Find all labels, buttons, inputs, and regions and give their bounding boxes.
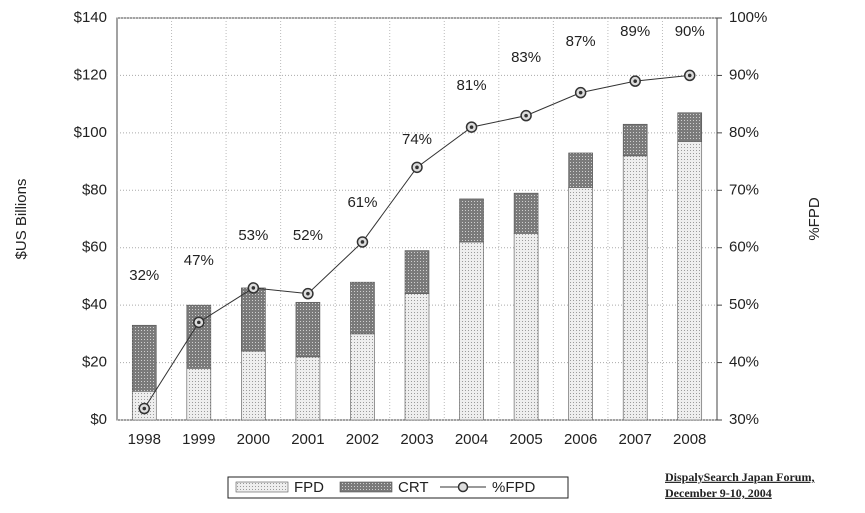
bar-segment	[513, 192, 539, 234]
y2-tick-label: 100%	[729, 9, 767, 26]
y-tick-label: $20	[82, 354, 107, 371]
x-tick-label: 2000	[237, 431, 270, 448]
y2-tick-label: 60%	[729, 239, 759, 256]
bar-segment	[459, 241, 484, 421]
bar-segment	[186, 304, 212, 369]
y-axis-label: $US Billions	[13, 179, 30, 260]
y2-tick-label: 40%	[729, 354, 759, 371]
y-tick-label: $120	[74, 66, 107, 83]
legend-label: CRT	[398, 479, 429, 496]
bar-segment	[568, 152, 593, 188]
point-core	[142, 406, 147, 411]
y-tick-label: $100	[74, 124, 107, 141]
x-tick-label: 2005	[509, 431, 542, 448]
source-line: DispalySearch Japan Forum,	[665, 470, 814, 484]
x-tick-label: 2007	[618, 431, 651, 448]
bar-segment	[677, 112, 703, 142]
bar-segment	[295, 301, 321, 358]
point-core	[415, 165, 419, 170]
bar-segment	[622, 155, 648, 421]
bar-segment	[513, 233, 539, 421]
x-tick-label: 1999	[182, 431, 215, 448]
bar-segment	[404, 293, 430, 421]
data-label: 61%	[347, 194, 377, 211]
point-core	[360, 240, 365, 244]
data-label: 81%	[457, 77, 487, 94]
x-tick-label: 2008	[673, 431, 706, 448]
data-label: 90%	[675, 23, 705, 40]
bar-segment	[404, 250, 430, 294]
point-core	[306, 291, 310, 296]
y-tick-label: $140	[74, 9, 107, 26]
legend-marker	[457, 481, 469, 493]
data-label: 53%	[238, 227, 268, 244]
y-tick-label: $0	[90, 411, 107, 428]
point-core	[578, 90, 583, 95]
point-core	[633, 79, 637, 83]
point-core	[197, 320, 201, 325]
data-label: 89%	[620, 23, 650, 40]
legend-box	[227, 476, 569, 499]
y-tick-label: $80	[82, 181, 107, 198]
point-core	[524, 113, 528, 118]
bar-segment	[350, 333, 375, 421]
bar-segment	[568, 187, 593, 421]
source-line: December 9-10, 2004	[665, 486, 772, 500]
legend-swatch	[235, 481, 289, 493]
x-tick-label: 1998	[128, 431, 161, 448]
legend-label: FPD	[294, 479, 324, 496]
x-tick-label: 2003	[400, 431, 433, 448]
bar-segment	[677, 141, 703, 421]
data-label: 47%	[184, 252, 214, 269]
y2-tick-label: 70%	[729, 181, 759, 198]
bar-segment	[622, 123, 648, 157]
bar-segment	[186, 368, 212, 421]
x-tick-label: 2006	[564, 431, 597, 448]
data-label: 74%	[402, 131, 432, 148]
legend-label: %FPD	[492, 479, 536, 496]
y-tick-label: $40	[82, 296, 107, 313]
point-core	[687, 73, 692, 78]
legend-swatch	[339, 481, 393, 493]
y-tick-label: $60	[82, 239, 107, 256]
y2-tick-label: 30%	[729, 411, 759, 428]
bar-segment	[350, 281, 375, 335]
data-label: 52%	[293, 227, 323, 244]
data-label: 83%	[511, 49, 541, 66]
y2-tick-label: 80%	[729, 124, 759, 141]
point-core	[469, 125, 474, 129]
y2-tick-label: 90%	[729, 66, 759, 83]
bar-segment	[131, 324, 157, 392]
point-core	[251, 286, 256, 290]
bar-segment	[295, 356, 321, 421]
bar-segment	[459, 198, 484, 243]
bar-segment	[241, 350, 266, 421]
data-label: 32%	[129, 267, 159, 284]
x-tick-label: 2001	[291, 431, 324, 448]
x-tick-label: 2004	[455, 431, 488, 448]
y2-axis-label: %FPD	[806, 197, 823, 241]
x-tick-label: 2002	[346, 431, 379, 448]
data-label: 87%	[566, 33, 596, 50]
bar-segment	[241, 287, 266, 352]
y2-tick-label: 50%	[729, 296, 759, 313]
